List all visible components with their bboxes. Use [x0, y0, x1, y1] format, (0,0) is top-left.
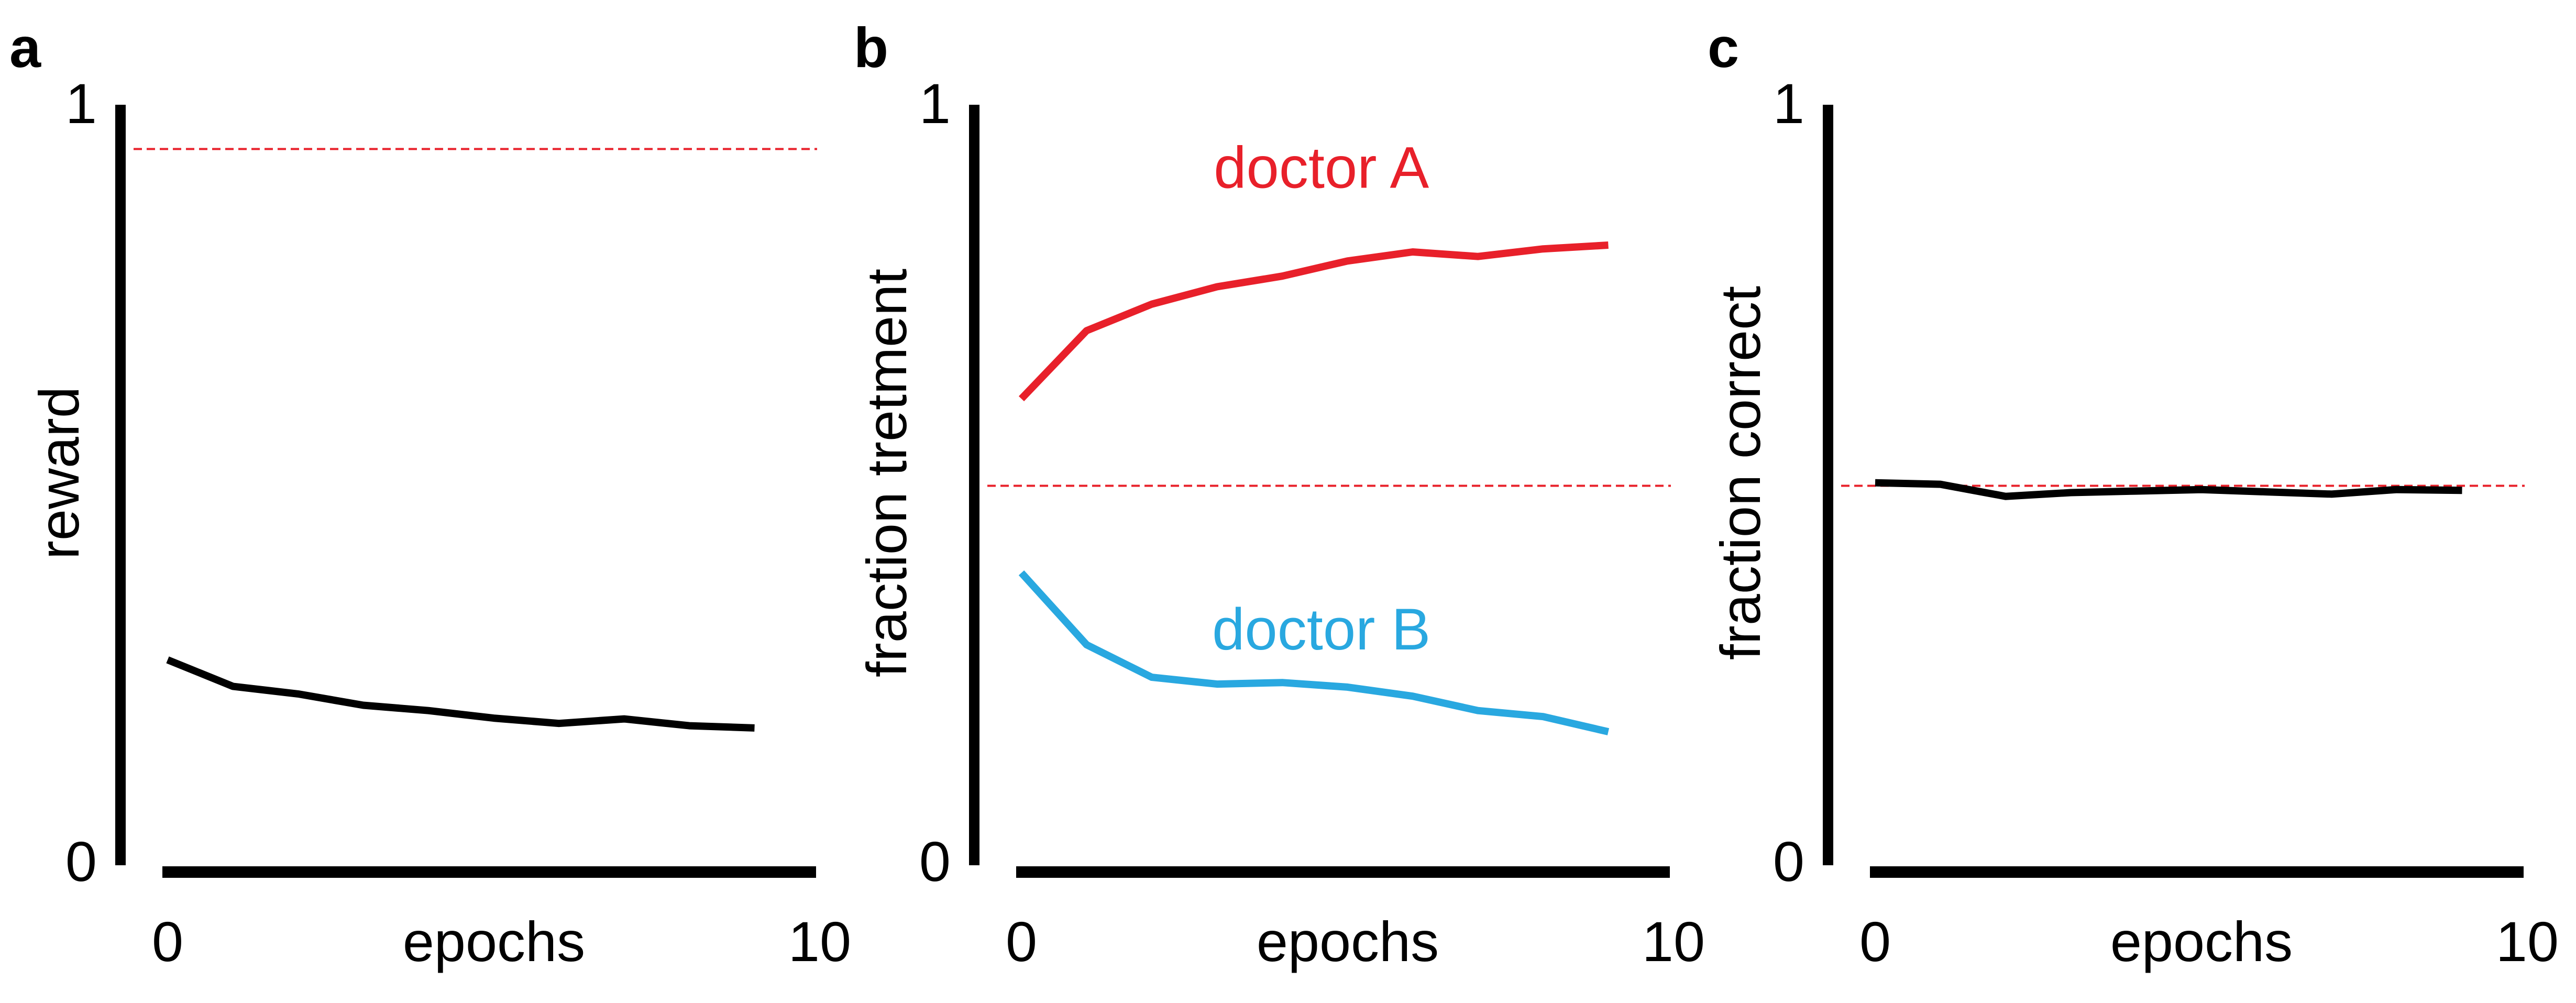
y-axis-label: fraction correct — [1709, 286, 1772, 660]
panel-b: b fraction tretment epochs 1 0 0 10 doct… — [854, 16, 1705, 973]
y-tick-label: 0 — [1773, 830, 1804, 893]
plot-area: doctor A doctor B — [987, 135, 1671, 735]
plot-area — [1841, 479, 2525, 500]
y-axis-label: reward — [27, 387, 91, 559]
x-axis-label: epochs — [2110, 910, 2293, 973]
series-line-doctor-a — [1018, 241, 1609, 402]
series-line-0 — [166, 656, 755, 732]
x-tick-label: 10 — [1642, 910, 1705, 973]
x-axis-label: epochs — [403, 910, 585, 973]
series-annotation: doctor B — [1212, 597, 1430, 662]
x-tick-label: 0 — [152, 910, 183, 973]
y-tick-label: 1 — [1773, 72, 1804, 135]
x-axis-label: epochs — [1257, 910, 1439, 973]
panel-c: c fraction correct epochs 1 0 0 10 — [1708, 16, 2559, 973]
panel-label: c — [1708, 16, 1739, 79]
plot-area — [134, 148, 817, 732]
y-tick-label: 1 — [65, 72, 97, 135]
x-tick-label: 0 — [1006, 910, 1037, 973]
series-line-doctor-b — [1018, 570, 1610, 735]
series-line-0 — [1875, 479, 2462, 500]
y-tick-label: 0 — [919, 830, 951, 893]
x-tick-label: 0 — [1859, 910, 1891, 973]
panel-label: b — [854, 16, 888, 79]
x-tick-label: 10 — [788, 910, 851, 973]
y-axis-label: fraction tretment — [855, 269, 918, 677]
y-tick-label: 0 — [65, 830, 97, 893]
y-tick-label: 1 — [919, 72, 951, 135]
panel-a: a reward epochs 1 0 0 10 — [9, 16, 851, 973]
series-annotation: doctor A — [1214, 135, 1429, 201]
panel-label: a — [9, 16, 41, 79]
x-tick-label: 10 — [2496, 910, 2559, 973]
